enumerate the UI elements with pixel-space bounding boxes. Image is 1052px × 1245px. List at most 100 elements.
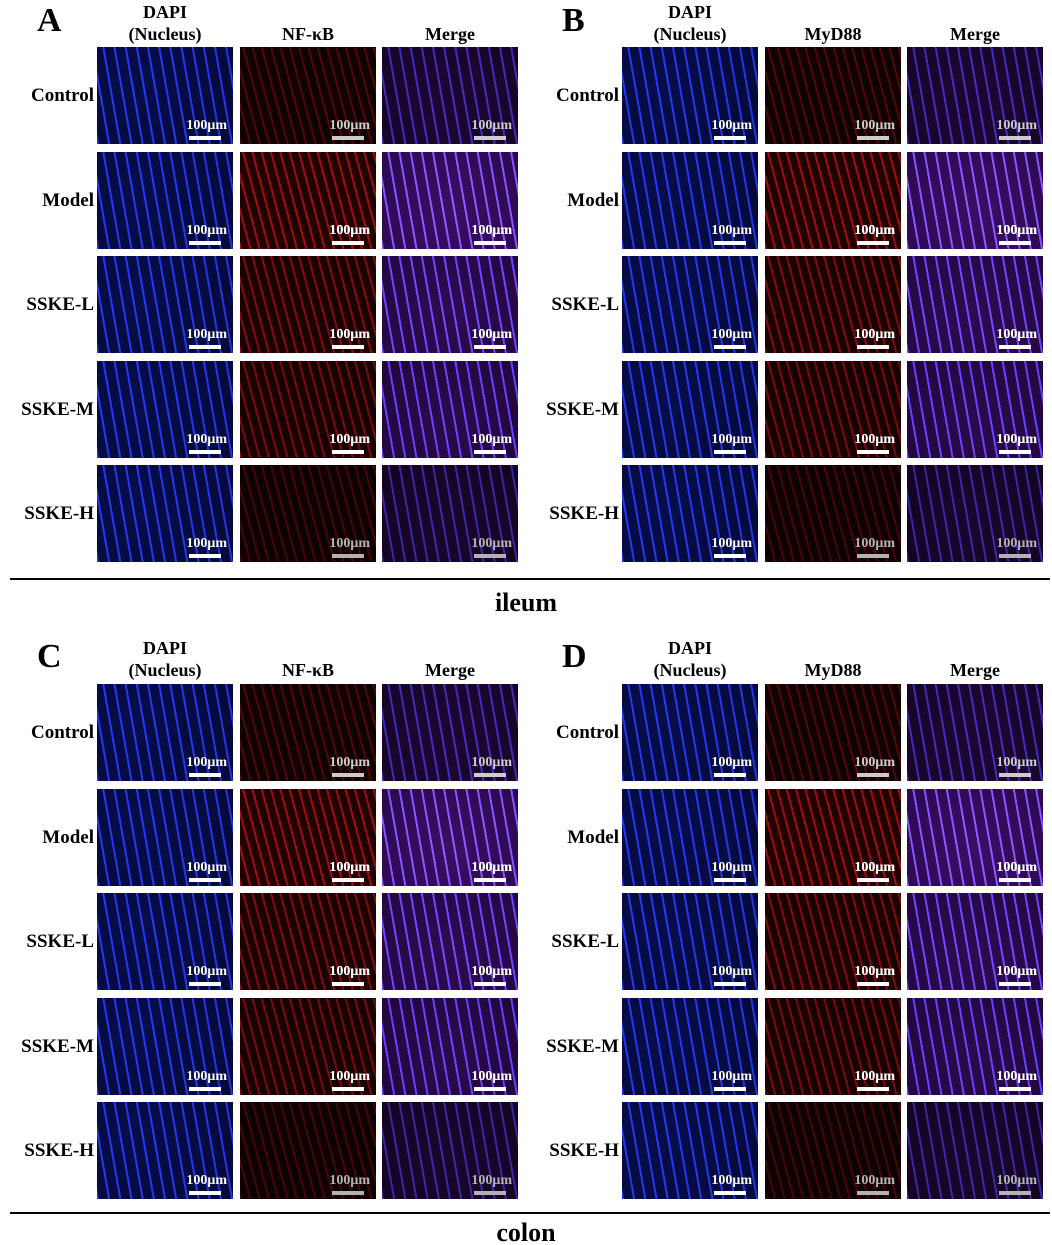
scale-bar-label: 100μm: [711, 118, 752, 133]
scale-bar: [999, 877, 1031, 882]
scale-bar-label: 100μm: [471, 118, 512, 133]
micrograph: 100μm: [240, 893, 376, 990]
scale-bar-label: 100μm: [186, 536, 227, 551]
scale-bar: [857, 240, 889, 245]
scale-bar: [332, 345, 364, 349]
section-rule: [10, 578, 1050, 580]
scale-bar: [857, 136, 889, 140]
scale-bar: [999, 773, 1031, 777]
scale-bar-label: 100μm: [996, 536, 1037, 551]
scale-bar-label: 100μm: [186, 327, 227, 342]
scale-bar-label: 100μm: [186, 431, 227, 447]
row-label: SSKE-M: [21, 1035, 94, 1057]
scale-bar-label: 100μm: [711, 431, 752, 447]
scale-bar-label: 100μm: [996, 964, 1037, 979]
scale-bar: [474, 449, 506, 454]
row-label: Model: [567, 189, 619, 211]
scale-bar: [189, 240, 221, 245]
row-label: SSKE-M: [546, 1035, 619, 1057]
scale-bar-label: 100μm: [329, 859, 370, 875]
scale-bar: [189, 1086, 221, 1091]
micrograph: 100μm: [240, 1102, 376, 1199]
row-label: SSKE-L: [551, 294, 619, 315]
scale-bar-label: 100μm: [471, 536, 512, 551]
scale-bar: [999, 982, 1031, 986]
scale-bar: [857, 877, 889, 882]
scale-bar: [189, 982, 221, 986]
micrograph: 100μm: [382, 465, 518, 562]
scale-bar-label: 100μm: [329, 1173, 370, 1188]
scale-bar: [714, 449, 746, 454]
micrograph: 100μm: [240, 684, 376, 781]
scale-bar-label: 100μm: [996, 1173, 1037, 1188]
micrograph: 100μm: [622, 1102, 758, 1199]
scale-bar-label: 100μm: [471, 1173, 512, 1188]
scale-bar: [332, 1086, 364, 1091]
micrograph: 100μm: [907, 151, 1043, 249]
scale-bar: [999, 449, 1031, 454]
row-label: Control: [556, 85, 619, 106]
column-header: Merge: [950, 660, 1000, 680]
scale-bar-label: 100μm: [854, 536, 895, 551]
row-label: SSKE-H: [549, 1140, 619, 1161]
micrograph: 100μm: [97, 997, 233, 1095]
column-header: (Nucleus): [128, 24, 202, 44]
micrograph: 100μm: [765, 684, 901, 781]
scale-bar-label: 100μm: [329, 327, 370, 342]
micrograph: 100μm: [382, 151, 518, 249]
section-rule: [10, 1212, 1050, 1214]
row-label: SSKE-H: [549, 503, 619, 524]
micrograph: 100μm: [907, 256, 1043, 353]
scale-bar-label: 100μm: [711, 222, 752, 238]
scale-bar-label: 100μm: [329, 431, 370, 447]
panel-letter: D: [562, 638, 587, 675]
micrograph: 100μm: [907, 788, 1043, 886]
scale-bar-label: 100μm: [711, 1173, 752, 1188]
micrograph: 100μm: [97, 465, 233, 562]
row-label: Model: [42, 826, 94, 848]
scale-bar: [857, 1191, 889, 1195]
micrograph: 100μm: [622, 997, 758, 1095]
scale-bar-label: 100μm: [186, 755, 227, 770]
scale-bar-label: 100μm: [471, 859, 512, 875]
micrograph: 100μm: [765, 893, 901, 990]
micrograph: 100μm: [765, 788, 901, 886]
scale-bar: [999, 554, 1031, 558]
scale-bar-label: 100μm: [471, 431, 512, 447]
column-header: (Nucleus): [653, 24, 727, 44]
column-header: (Nucleus): [653, 660, 727, 680]
scale-bar-label: 100μm: [186, 964, 227, 979]
scale-bar-label: 100μm: [186, 859, 227, 875]
column-header: MyD88: [804, 24, 862, 44]
micrograph: 100μm: [907, 684, 1043, 781]
scale-bar-label: 100μm: [996, 118, 1037, 133]
scale-bar: [332, 877, 364, 882]
scale-bar-label: 100μm: [996, 222, 1037, 238]
micrograph: 100μm: [622, 465, 758, 562]
micrograph: 100μm: [382, 788, 518, 886]
scale-bar-label: 100μm: [186, 1173, 227, 1188]
row-label: Control: [31, 722, 94, 743]
micrograph: 100μm: [622, 47, 758, 144]
micrograph: 100μm: [97, 893, 233, 990]
scale-bar: [999, 1086, 1031, 1091]
micrograph: 100μm: [765, 151, 901, 249]
scale-bar: [474, 136, 506, 140]
column-header: Merge: [425, 660, 475, 680]
scale-bar: [714, 1191, 746, 1195]
column-header: DAPI: [143, 2, 187, 22]
micrograph: 100μm: [622, 256, 758, 353]
micrograph: 100μm: [622, 151, 758, 249]
scale-bar: [857, 1086, 889, 1091]
scale-bar: [474, 773, 506, 777]
column-header: NF-κB: [282, 660, 334, 680]
scale-bar-label: 100μm: [329, 1068, 370, 1084]
scale-bar-label: 100μm: [996, 755, 1037, 770]
scale-bar-label: 100μm: [186, 118, 227, 133]
micrograph: 100μm: [907, 893, 1043, 990]
scale-bar-label: 100μm: [329, 536, 370, 551]
scale-bar-label: 100μm: [329, 118, 370, 133]
section-label: ileum: [494, 588, 558, 617]
panel-letter: A: [37, 2, 62, 39]
scale-bar: [474, 1191, 506, 1195]
